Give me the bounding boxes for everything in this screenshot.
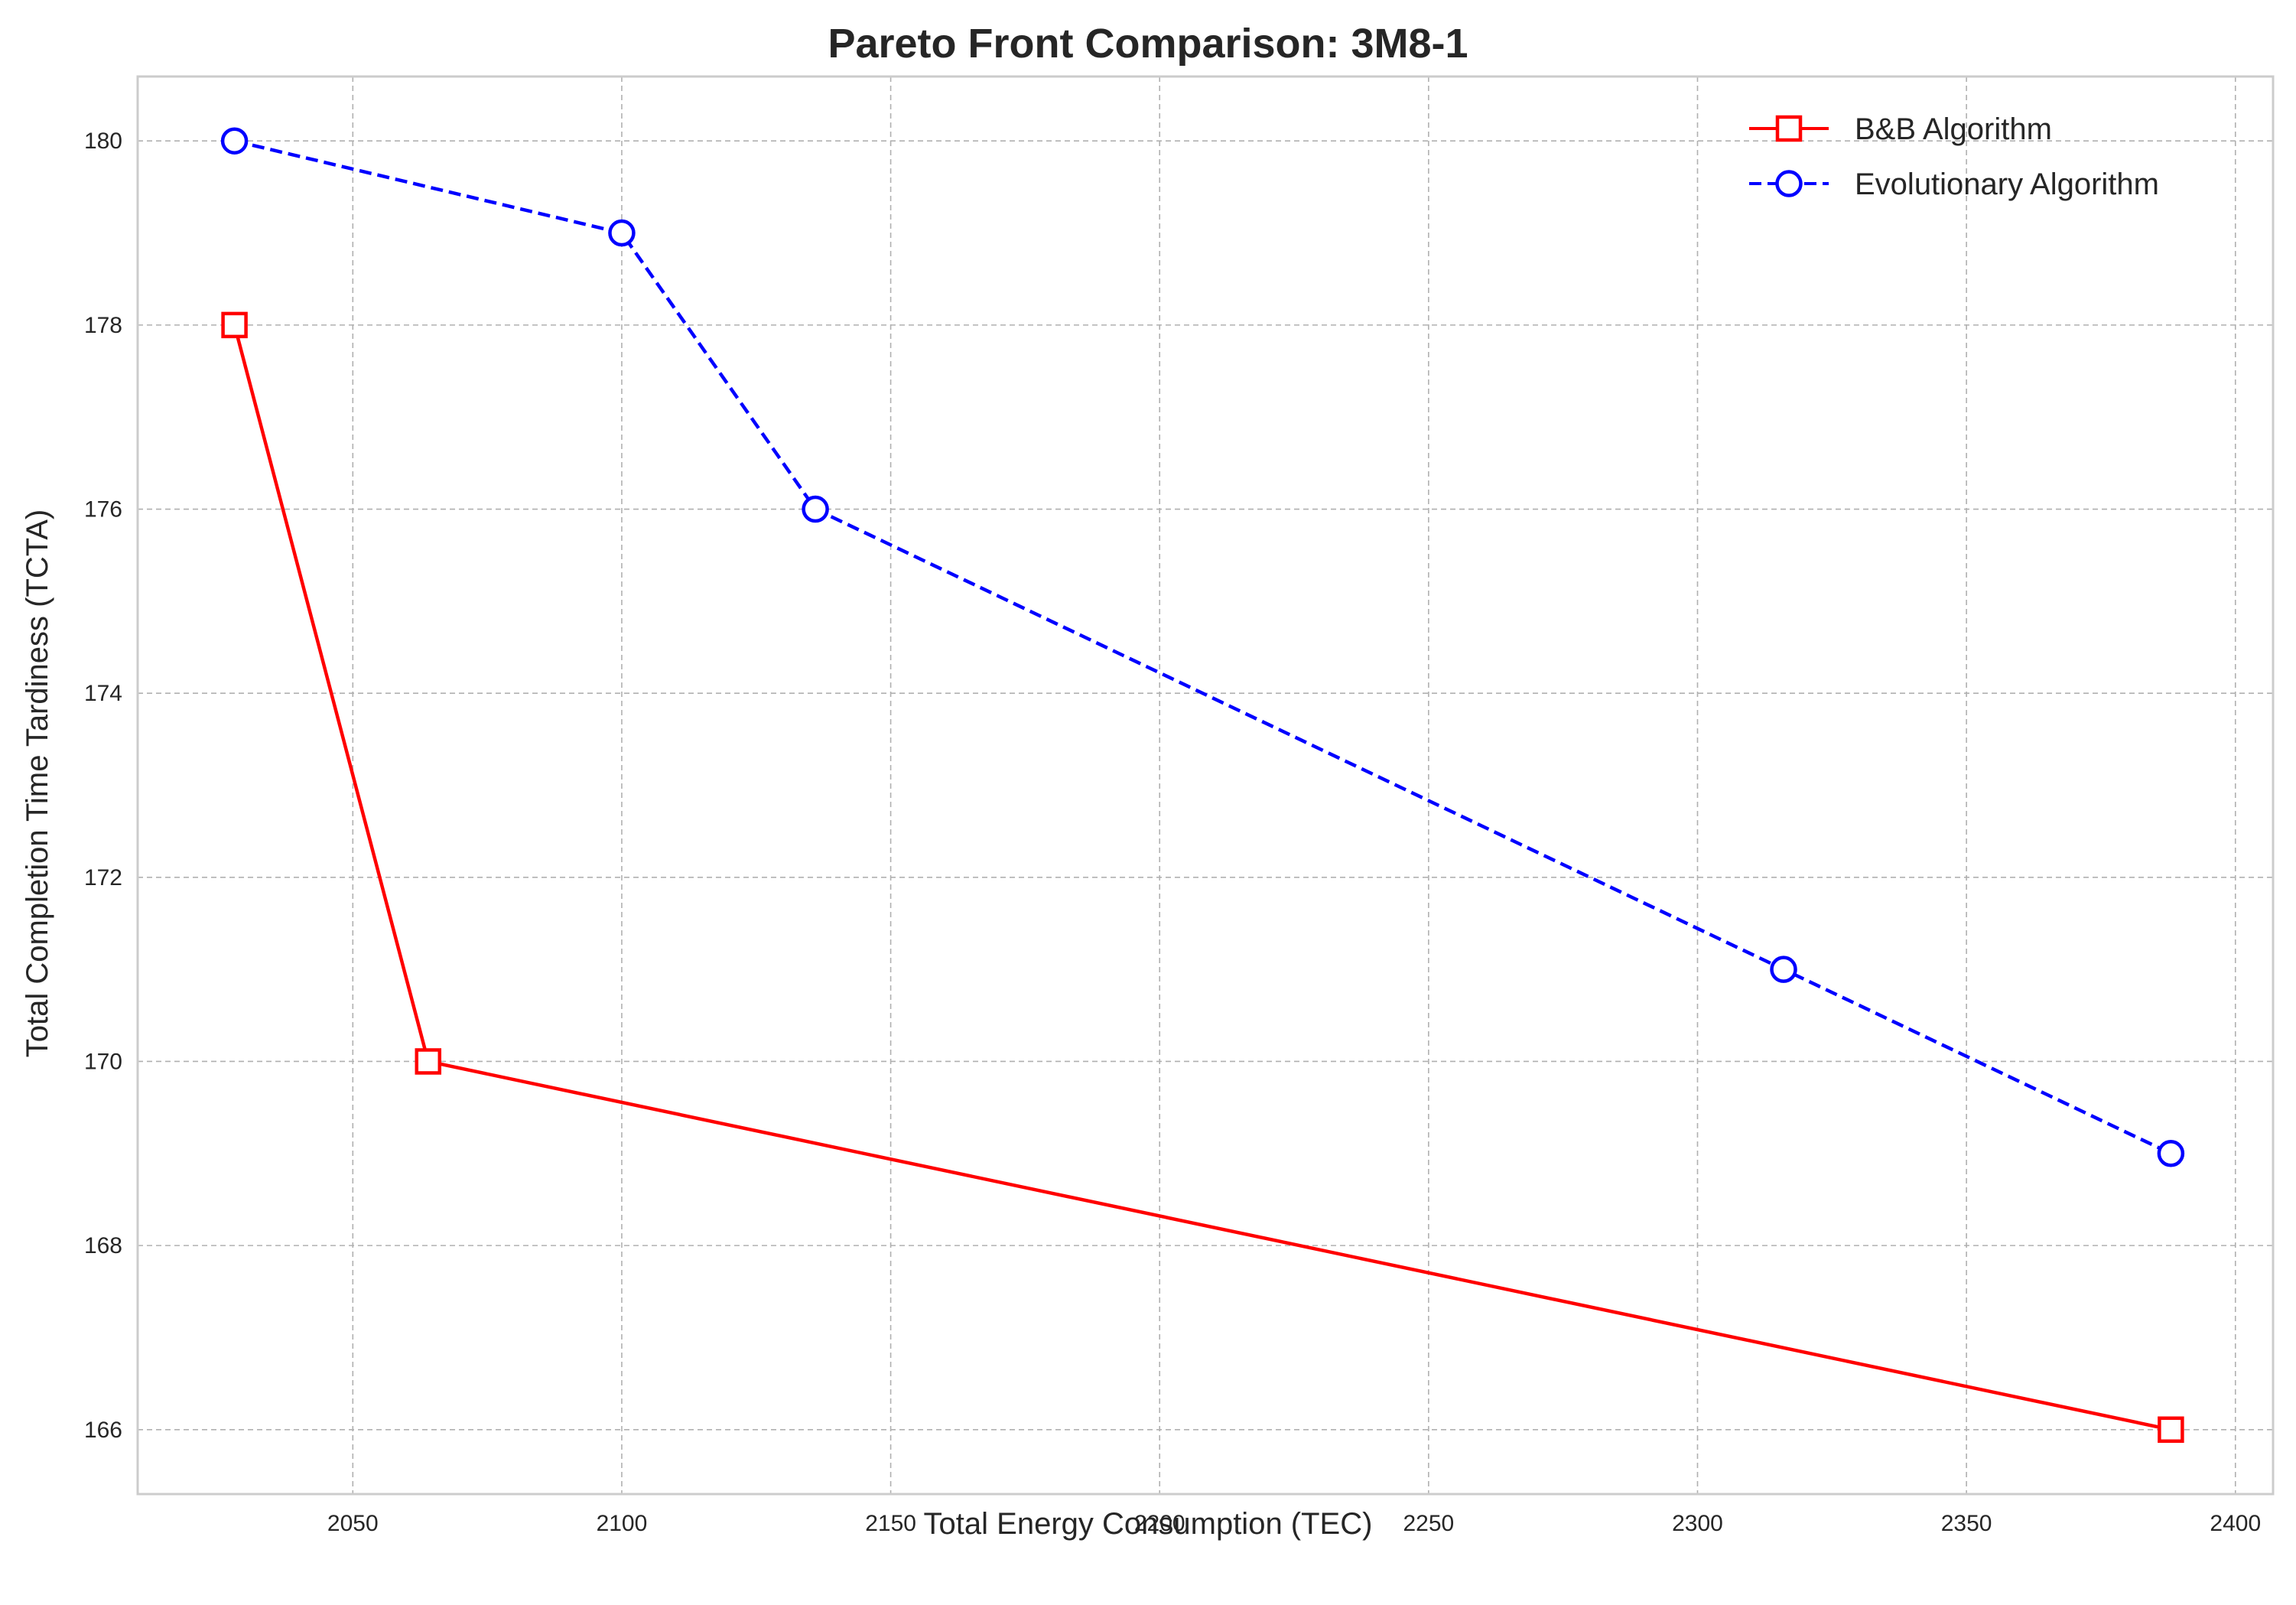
legend-label-evolutionary: Evolutionary Algorithm	[1855, 168, 2159, 201]
y-axis-label: Total Completion Time Tardiness (TCTA)	[21, 509, 54, 1058]
y-tick-label: 178	[84, 313, 122, 338]
legend: B&B Algorithm Evolutionary Algorithm	[1749, 112, 2159, 201]
x-axis-label: Total Energy Consumption (TEC)	[924, 1507, 1373, 1541]
x-tick-label: 2200	[1134, 1511, 1185, 1536]
series-layer	[220, 127, 2185, 1444]
x-tick-label: 2300	[1672, 1511, 1723, 1536]
data-point	[2157, 1140, 2185, 1167]
x-tick-label: 2050	[327, 1511, 379, 1536]
legend-marker-bb	[1775, 115, 1803, 142]
y-tick-label: 172	[84, 865, 122, 890]
data-point	[802, 495, 829, 523]
chart-title: Pareto Front Comparison: 3M8-1	[828, 21, 1468, 67]
data-point	[220, 127, 249, 155]
x-tick-label: 2400	[2210, 1511, 2261, 1536]
legend-marker-evolutionary	[1775, 170, 1803, 197]
y-tick-label: 170	[84, 1049, 122, 1074]
legend-label-bb: B&B Algorithm	[1855, 112, 2052, 146]
y-tick-label: 166	[84, 1418, 122, 1443]
legend-entry-bb: B&B Algorithm	[1749, 112, 2052, 146]
y-tick-label: 174	[84, 681, 122, 706]
y-tick-label: 176	[84, 497, 122, 523]
data-point	[2158, 1416, 2184, 1444]
x-tick-label: 2100	[597, 1511, 648, 1536]
x-tick-label: 2150	[865, 1511, 916, 1536]
tick-labels: 2050 2100 2150 2200 2250 2300 2350 2400 166 168 17…	[84, 129, 2261, 1536]
x-tick-label: 2250	[1403, 1511, 1454, 1536]
legend-entry-evolutionary: Evolutionary Algorithm	[1749, 168, 2159, 201]
series-0	[221, 311, 2184, 1444]
y-tick-label: 168	[84, 1233, 122, 1258]
y-tick-label: 180	[84, 129, 122, 154]
data-point	[221, 311, 248, 339]
series-1	[220, 127, 2185, 1167]
x-tick-label: 2350	[1941, 1511, 1992, 1536]
data-point	[415, 1048, 442, 1075]
data-point	[608, 219, 636, 247]
plot-area-frame	[136, 75, 2275, 1496]
data-point	[1770, 956, 1797, 983]
